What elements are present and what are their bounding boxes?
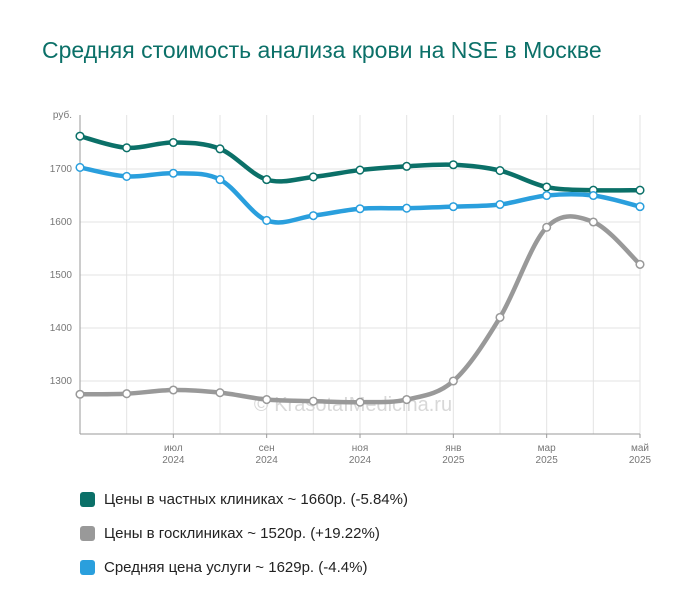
y-tick-label: 1700 [50, 164, 73, 175]
data-point-average[interactable] [635, 202, 645, 212]
legend-item-average[interactable]: Средняя цена услуги ~ 1629р. (-4.4%) [80, 550, 408, 584]
data-point-average[interactable] [75, 162, 85, 172]
x-tick-label: мар [538, 443, 556, 454]
data-point-public[interactable] [542, 222, 552, 232]
data-point-private[interactable] [542, 182, 552, 192]
y-tick-label: 1500 [50, 270, 73, 281]
data-point-public[interactable] [635, 259, 645, 269]
data-point-average[interactable] [588, 190, 598, 201]
data-point-private[interactable] [448, 160, 458, 170]
data-point-public[interactable] [75, 389, 85, 399]
x-tick-label: май [631, 443, 649, 454]
legend-label: Цены в госклиниках ~ 1520р. (+19.22%) [104, 524, 380, 542]
data-point-public[interactable] [448, 376, 458, 386]
legend-label: Цены в частных клиниках ~ 1660р. (-5.84%… [104, 490, 408, 508]
data-point-private[interactable] [635, 185, 645, 195]
y-tick-label: 1400 [50, 323, 73, 334]
data-point-public[interactable] [168, 385, 178, 395]
data-point-private[interactable] [308, 172, 318, 182]
x-tick-year: 2024 [349, 455, 372, 466]
y-tick-label: 1600 [50, 217, 73, 228]
x-tick-label: янв [445, 443, 461, 454]
data-point-private[interactable] [75, 131, 85, 141]
data-point-public[interactable] [495, 312, 505, 322]
y-unit-label: руб. [53, 109, 72, 121]
y-tick-label: 1300 [50, 376, 73, 387]
legend-item-public[interactable]: Цены в госклиниках ~ 1520р. (+19.22%) [80, 516, 408, 550]
data-point-private[interactable] [122, 143, 132, 153]
data-point-average[interactable] [542, 190, 552, 201]
axes: 13001400150016001700руб.июл2024сен2024но… [50, 109, 652, 466]
x-tick-year: 2024 [256, 455, 279, 466]
data-point-average[interactable] [262, 215, 272, 225]
data-point-average[interactable] [495, 199, 505, 210]
data-point-average[interactable] [168, 168, 178, 178]
data-point-average[interactable] [308, 211, 318, 221]
legend: Цены в частных клиниках ~ 1660р. (-5.84%… [80, 482, 408, 584]
x-tick-year: 2025 [629, 455, 652, 466]
data-point-private[interactable] [355, 165, 365, 175]
data-point-private[interactable] [495, 166, 505, 176]
data-point-average[interactable] [402, 203, 412, 213]
legend-label: Средняя цена услуги ~ 1629р. (-4.4%) [104, 558, 368, 576]
data-point-average[interactable] [355, 204, 365, 214]
data-point-public[interactable] [308, 396, 318, 406]
x-tick-year: 2024 [162, 455, 185, 466]
legend-swatch [80, 491, 95, 507]
data-point-public[interactable] [588, 217, 598, 227]
data-point-private[interactable] [402, 161, 412, 171]
legend-swatch [80, 559, 95, 575]
data-point-private[interactable] [168, 137, 178, 148]
data-point-public[interactable] [215, 388, 225, 398]
data-point-average[interactable] [448, 202, 458, 212]
data-point-public[interactable] [355, 397, 365, 407]
x-tick-label: сен [259, 443, 275, 454]
x-tick-label: ноя [352, 443, 369, 454]
x-tick-year: 2025 [442, 455, 465, 466]
data-point-private[interactable] [215, 144, 225, 154]
data-point-private[interactable] [262, 175, 272, 185]
data-point-public[interactable] [262, 395, 272, 405]
data-point-average[interactable] [122, 171, 132, 181]
grid [80, 115, 641, 434]
chart-title: Средняя стоимость анализа крови на NSE в… [42, 37, 602, 63]
legend-swatch [80, 525, 95, 541]
legend-item-private[interactable]: Цены в частных клиниках ~ 1660р. (-5.84%… [80, 482, 408, 516]
data-point-public[interactable] [402, 395, 412, 405]
data-point-average[interactable] [215, 175, 225, 185]
data-points [75, 131, 645, 407]
x-tick-year: 2025 [536, 455, 559, 466]
data-point-public[interactable] [122, 389, 132, 399]
x-tick-label: июл [164, 443, 183, 454]
